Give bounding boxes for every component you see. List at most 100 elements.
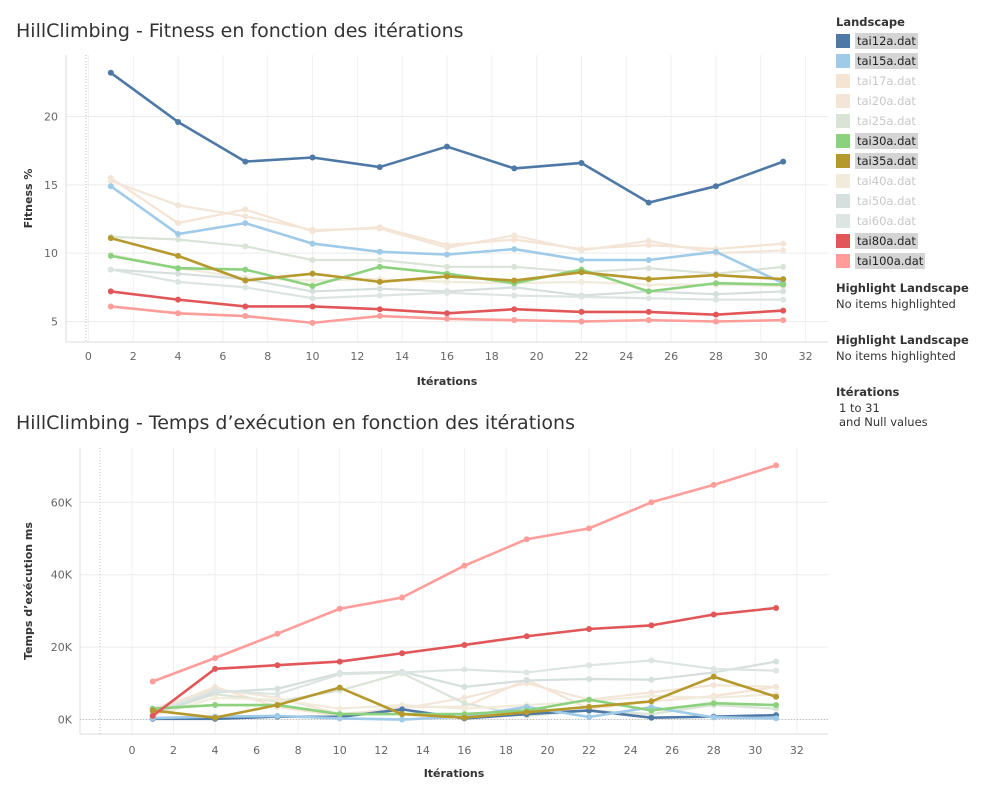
legend-item[interactable]: tai25a.dat (836, 111, 925, 131)
data-point[interactable] (274, 662, 281, 669)
data-point[interactable] (648, 676, 655, 683)
data-point[interactable] (376, 292, 383, 299)
data-point[interactable] (175, 252, 182, 259)
data-point[interactable] (511, 165, 518, 172)
data-point[interactable] (336, 705, 343, 712)
data-point[interactable] (578, 269, 585, 276)
data-point[interactable] (309, 277, 316, 284)
series-tai100a[interactable] (149, 462, 780, 685)
data-point[interactable] (648, 714, 655, 721)
data-point[interactable] (444, 310, 450, 317)
data-point[interactable] (578, 247, 585, 254)
data-point[interactable] (212, 702, 219, 709)
data-point[interactable] (309, 226, 316, 233)
legend-item[interactable]: tai20a.dat (836, 91, 925, 111)
data-point[interactable] (149, 712, 156, 719)
data-point[interactable] (645, 317, 652, 324)
data-point[interactable] (511, 317, 518, 324)
data-point[interactable] (336, 715, 343, 722)
data-point[interactable] (710, 481, 717, 488)
data-point[interactable] (710, 673, 717, 680)
series-tai35a[interactable] (107, 235, 787, 285)
data-point[interactable] (336, 658, 343, 665)
data-point[interactable] (712, 291, 719, 298)
data-point[interactable] (376, 278, 383, 285)
data-point[interactable] (578, 159, 585, 166)
data-point[interactable] (461, 641, 468, 648)
data-point[interactable] (274, 630, 281, 637)
data-point[interactable] (586, 696, 593, 703)
data-point[interactable] (511, 232, 518, 239)
data-point[interactable] (710, 700, 717, 707)
data-point[interactable] (712, 296, 719, 303)
data-point[interactable] (780, 240, 787, 247)
data-point[interactable] (376, 225, 383, 232)
data-point[interactable] (274, 702, 281, 709)
series-tai80a[interactable] (107, 288, 787, 318)
data-point[interactable] (399, 716, 406, 723)
data-point[interactable] (712, 248, 719, 255)
data-point[interactable] (586, 626, 593, 633)
data-point[interactable] (773, 667, 780, 674)
data-point[interactable] (107, 183, 114, 190)
data-point[interactable] (212, 694, 219, 701)
data-point[interactable] (578, 308, 585, 315)
series-tai60a[interactable] (149, 657, 780, 716)
data-point[interactable] (175, 296, 182, 303)
data-point[interactable] (175, 118, 182, 125)
data-point[interactable] (648, 499, 655, 506)
data-point[interactable] (648, 622, 655, 629)
data-point[interactable] (212, 687, 219, 694)
data-point[interactable] (710, 682, 717, 689)
series-tai100a[interactable] (107, 303, 787, 326)
data-point[interactable] (376, 164, 383, 171)
data-point[interactable] (780, 307, 787, 314)
data-point[interactable] (376, 257, 383, 263)
data-point[interactable] (175, 231, 182, 238)
legend-item[interactable]: tai17a.dat (836, 71, 925, 91)
data-point[interactable] (645, 265, 652, 272)
data-point[interactable] (461, 700, 468, 707)
data-point[interactable] (376, 313, 383, 320)
data-point[interactable] (773, 693, 780, 700)
data-point[interactable] (645, 281, 652, 288)
data-point[interactable] (461, 694, 468, 701)
data-point[interactable] (578, 278, 585, 285)
data-point[interactable] (578, 257, 585, 263)
data-point[interactable] (274, 696, 281, 703)
data-point[interactable] (645, 295, 652, 302)
data-point[interactable] (107, 252, 114, 259)
data-point[interactable] (444, 273, 450, 280)
data-point[interactable] (586, 703, 593, 710)
data-point[interactable] (309, 257, 316, 263)
highlight-value[interactable]: No items highlighted (836, 349, 956, 363)
data-point[interactable] (242, 277, 249, 284)
data-point[interactable] (399, 650, 406, 657)
data-point[interactable] (712, 280, 719, 287)
data-point[interactable] (780, 276, 787, 283)
data-point[interactable] (461, 683, 468, 690)
data-point[interactable] (175, 310, 182, 317)
data-point[interactable] (336, 671, 343, 678)
data-point[interactable] (780, 288, 787, 295)
data-point[interactable] (399, 711, 406, 718)
data-point[interactable] (399, 669, 406, 676)
data-point[interactable] (773, 715, 780, 722)
data-point[interactable] (511, 306, 518, 313)
data-point[interactable] (586, 713, 593, 720)
data-point[interactable] (461, 666, 468, 673)
data-point[interactable] (242, 220, 249, 227)
data-point[interactable] (376, 306, 383, 313)
series-tai35a[interactable] (149, 673, 780, 721)
data-point[interactable] (780, 296, 787, 303)
data-point[interactable] (773, 683, 780, 690)
data-point[interactable] (175, 278, 182, 285)
data-point[interactable] (511, 284, 518, 291)
filter-nulls[interactable]: and Null values (839, 415, 928, 429)
data-point[interactable] (274, 691, 281, 698)
legend-item[interactable]: tai30a.dat (836, 131, 925, 151)
data-point[interactable] (645, 288, 652, 295)
data-point[interactable] (523, 536, 530, 543)
data-point[interactable] (586, 662, 593, 669)
data-point[interactable] (444, 143, 450, 150)
